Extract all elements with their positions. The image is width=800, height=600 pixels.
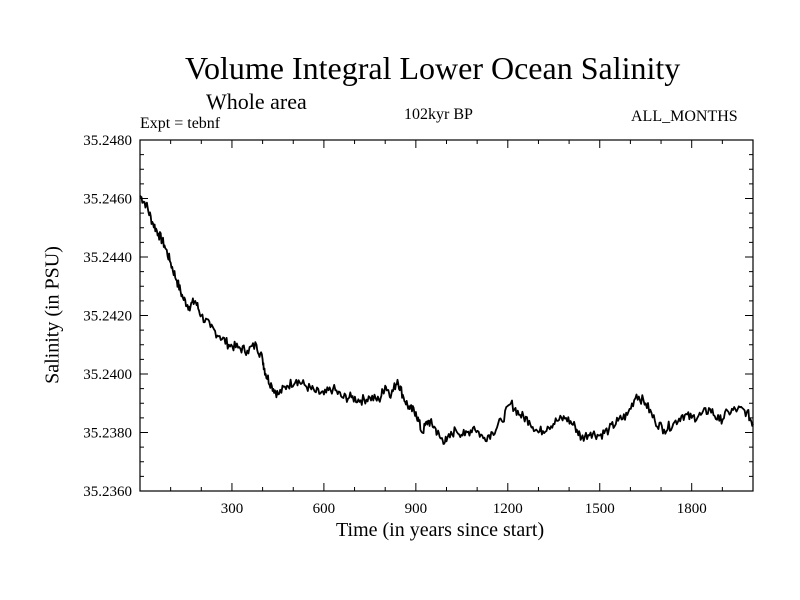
y-tick-label: 35.2360 [83, 484, 132, 500]
x-tick-label: 1800 [677, 501, 707, 517]
series-line-salinity [139, 195, 754, 445]
axis-tick-labels: 300 600 900 1200 1500 1800 35.2360 35.2380 35.24… [83, 133, 706, 517]
plot-frame [139, 139, 754, 492]
chart-title: Volume Integral Lower Ocean Salinity [185, 50, 681, 86]
y-tick-label: 35.2400 [83, 367, 132, 383]
chart-subtitle: Whole area [206, 89, 307, 114]
experiment-label: Expt = tebnf [140, 115, 221, 132]
x-tick-label: 300 [221, 501, 244, 517]
y-tick-label: 35.2460 [83, 192, 132, 208]
y-tick-label: 35.2440 [83, 250, 132, 266]
y-tick-label: 35.2420 [83, 309, 132, 325]
x-tick-label: 900 [405, 501, 428, 517]
x-tick-label: 1200 [493, 501, 523, 517]
y-tick-label: 35.2480 [83, 133, 132, 149]
axis-ticks [140, 140, 753, 491]
months-label: ALL_MONTHS [631, 108, 738, 125]
x-tick-label: 1500 [585, 501, 615, 517]
x-tick-label: 600 [313, 501, 336, 517]
x-axis-label: Time (in years since start) [336, 519, 545, 541]
series-layer [139, 195, 754, 445]
y-tick-label: 35.2380 [83, 426, 132, 442]
period-label: 102kyr BP [404, 106, 473, 123]
